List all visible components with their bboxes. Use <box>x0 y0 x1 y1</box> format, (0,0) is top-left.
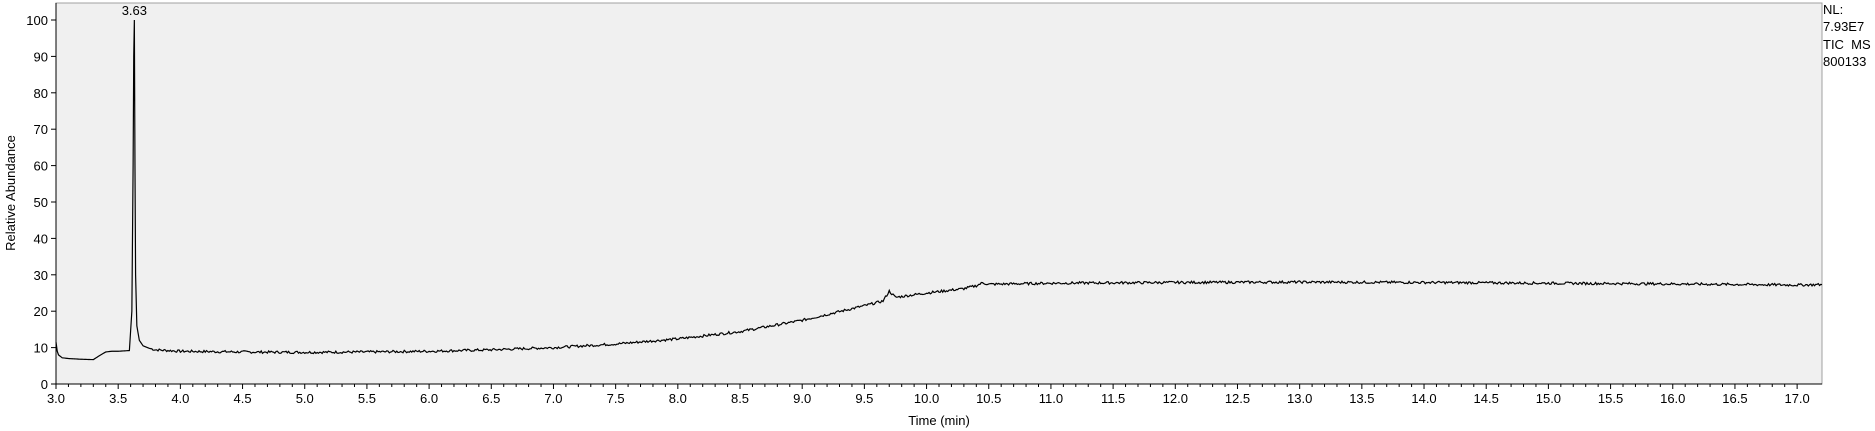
x-tick-label: 11.0 <box>1039 391 1063 406</box>
y-tick-label: 70 <box>34 122 48 137</box>
peak-label: 3.63 <box>122 3 147 18</box>
x-tick-label: 16.5 <box>1722 391 1747 406</box>
y-tick-label: 0 <box>41 377 48 392</box>
y-axis: 0 10 20 30 40 50 60 70 80 90 100 <box>26 13 56 392</box>
x-tick-label: 10.5 <box>976 391 1001 406</box>
tic-trace-line <box>55 19 1823 361</box>
x-tick-label: 3.0 <box>47 391 65 406</box>
x-axis: 3.0 3.5 4.0 4.5 5.0 5.5 6.0 6.5 7.0 7.5 8.0 8.5 9.0 9… <box>47 384 1810 406</box>
x-tick-label: 6.0 <box>420 391 438 406</box>
y-tick-label: 10 <box>34 341 48 356</box>
x-tick-label: 16.0 <box>1660 391 1685 406</box>
y-axis-label: Relative Abundance <box>3 135 18 251</box>
x-tick-label: 15.5 <box>1598 391 1623 406</box>
y-tick-label: 50 <box>34 195 48 210</box>
x-tick-label: 5.0 <box>296 391 314 406</box>
x-axis-label: Time (min) <box>908 413 970 428</box>
x-tick-label: 5.5 <box>358 391 376 406</box>
x-tick-label: 12.0 <box>1163 391 1188 406</box>
x-tick-label: 14.0 <box>1411 391 1436 406</box>
y-tick-label: 80 <box>34 86 48 101</box>
scan-filter: TIC MS <box>1823 37 1871 52</box>
x-tick-label: 13.0 <box>1287 391 1312 406</box>
y-tick-label: 20 <box>34 304 48 319</box>
nl-value: 7.93E7 <box>1823 19 1865 34</box>
x-tick-label: 7.5 <box>607 391 625 406</box>
x-tick-label: 4.0 <box>171 391 189 406</box>
x-tick-label: 8.0 <box>669 391 687 406</box>
x-tick-label: 12.5 <box>1225 391 1250 406</box>
x-tick-label: 15.0 <box>1536 391 1561 406</box>
y-tick-label: 30 <box>34 268 48 283</box>
plot-area <box>55 2 1823 385</box>
x-tick-label: 3.5 <box>109 391 127 406</box>
x-tick-label: 9.0 <box>793 391 811 406</box>
y-tick-label: 40 <box>34 231 48 246</box>
x-tick-label: 4.5 <box>234 391 252 406</box>
x-tick-label: 11.5 <box>1101 391 1125 406</box>
y-tick-label: 90 <box>34 49 48 64</box>
x-tick-label: 14.5 <box>1474 391 1499 406</box>
file-id: 800133 <box>1823 54 1867 69</box>
y-tick-label: 100 <box>26 13 48 28</box>
x-tick-label: 9.5 <box>855 391 873 406</box>
x-tick-label: 7.0 <box>544 391 562 406</box>
y-tick-label: 60 <box>34 159 48 174</box>
x-tick-label: 13.5 <box>1349 391 1374 406</box>
x-tick-label: 8.5 <box>731 391 749 406</box>
x-tick-label: 10.0 <box>914 391 939 406</box>
x-tick-label: 6.5 <box>482 391 500 406</box>
x-tick-label: 17.0 <box>1784 391 1809 406</box>
nl-label: NL: <box>1823 2 1844 17</box>
